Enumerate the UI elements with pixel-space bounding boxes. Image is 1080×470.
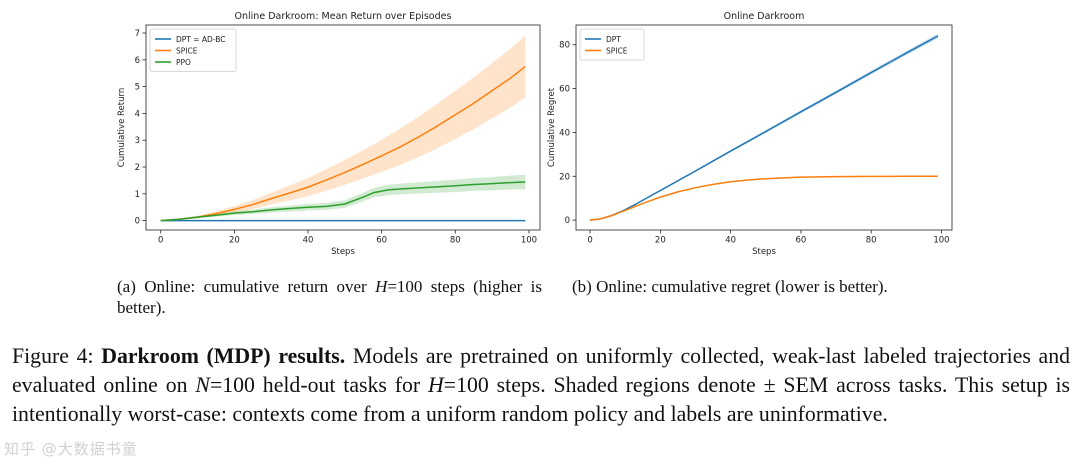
y-tick-label: 0 [565,216,570,226]
x-axis-label: Steps [331,247,355,257]
chart-title: Online Darkroom [724,11,805,22]
subcaption-a-h-symbol: H [375,277,388,296]
watermark: 知乎 @大数据书童 [4,440,138,458]
subcaption-a-suffix: =100 steps (higher is better). [117,277,542,317]
figure-panels: Online Darkroom: Mean Return over Episod… [117,11,953,257]
caption-text-3: =100 steps. Shaded regions denote ± SEM … [12,373,1070,426]
series-band-dpt [590,33,938,221]
y-tick-label: 80 [559,41,570,51]
series-line-ppo [160,181,526,222]
x-tick-label: 100 [521,236,537,246]
x-tick-label: 60 [795,236,806,246]
legend-label: SPICE [606,46,628,55]
subcaption-b: (b) Online: cumulative regret (lower is … [572,277,888,296]
caption-bold-title: Darkroom (MDP) results. [101,344,346,368]
y-tick-label: 5 [135,83,140,93]
subcaption-a-prefix: (a) Online: cumulative return over [117,277,376,296]
y-tick-label: 40 [559,128,570,138]
series-line-spice [589,175,938,221]
x-tick-label: 20 [655,236,666,246]
y-tick-label: 20 [559,172,570,182]
legend-label: PPO [176,58,191,67]
chart-regret: Online Darkroom Steps Cumulative Regret 0 20… [547,11,953,257]
x-tick-label: 20 [229,236,240,246]
series-band-spice [160,35,526,221]
x-tick-label: 40 [725,236,736,246]
legend-box [149,28,237,72]
legend-label: DPT [606,35,621,44]
series-line-spice [160,65,526,222]
caption-h-symbol: H [428,373,444,397]
legend-label: DPT = AD-BC [176,35,226,44]
caption-n-symbol: N [195,373,210,397]
x-tick-label: 60 [376,236,387,246]
x-tick-label: 80 [450,236,461,246]
figure-caption: Figure 4: Darkroom (MDP) results. Models… [12,342,1070,429]
subcaption-a: (a) Online: cumulative return over H=100… [117,276,542,318]
legend: DPT SPICE [579,28,645,61]
figure-label: Figure 4: [12,344,94,368]
y-tick-label: 7 [135,29,140,39]
y-tick-label: 2 [135,163,140,173]
legend: DPT = AD-BC SPICE PPO [149,28,237,72]
y-axis-label: Cumulative Regret [547,87,557,167]
plot-frame [145,24,541,231]
chart-title: Online Darkroom: Mean Return over Episod… [235,11,452,22]
y-tick-label: 1 [135,190,140,200]
x-tick-label: 40 [303,236,314,246]
x-axis-label: Steps [752,247,776,257]
x-tick-label: 80 [866,236,877,246]
y-tick-label: 3 [135,136,140,146]
y-tick-label: 0 [135,217,140,227]
legend-label: SPICE [176,46,198,55]
x-tick-label: 100 [933,236,949,246]
y-axis-label: Cumulative Return [117,88,127,167]
y-tick-label: 4 [135,109,140,119]
plot-frame [575,24,953,231]
chart-return: Online Darkroom: Mean Return over Episod… [117,11,541,257]
series-band-spice [590,175,938,221]
x-tick-label: 0 [587,236,592,246]
caption-text-1: Models are pretrained on uniformly colle… [12,344,1071,397]
x-tick-label: 0 [158,236,163,246]
legend-box [579,28,645,61]
y-tick-label: 60 [559,85,570,95]
y-tick-label: 6 [135,56,140,66]
caption-text-2: =100 held-out tasks for [209,373,429,397]
series-band-ppo [160,174,526,221]
